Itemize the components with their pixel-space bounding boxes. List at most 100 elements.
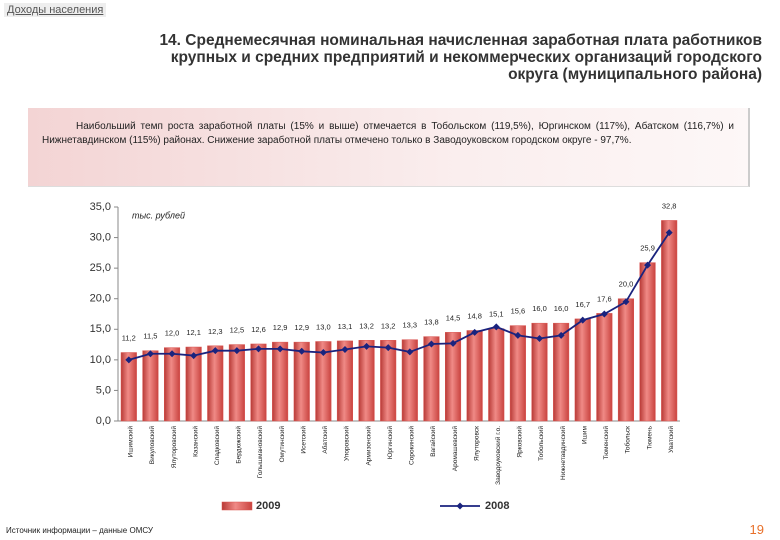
line-marker <box>579 316 587 324</box>
bar <box>142 350 159 422</box>
legend-label: 2009 <box>256 500 280 512</box>
line-marker <box>146 350 154 358</box>
x-tick-label: Голышмановский <box>256 426 264 479</box>
bar <box>293 341 310 422</box>
line-marker <box>406 348 414 356</box>
x-tick-label: Викуловский <box>148 426 156 465</box>
line-marker <box>341 345 349 353</box>
value-label: 11,5 <box>143 332 157 341</box>
line-marker <box>319 349 327 357</box>
value-label: 13,1 <box>338 322 353 331</box>
x-tick-label: Нижнетавдинский <box>559 426 567 480</box>
value-label: 13,2 <box>381 321 396 330</box>
y-tick-label: 0,0 <box>96 415 111 427</box>
line-marker <box>384 344 392 352</box>
bar <box>596 313 613 422</box>
source: Источник информации – данные ОМСУ <box>6 526 153 535</box>
bar <box>336 340 353 422</box>
line-marker <box>471 328 479 336</box>
bar <box>531 322 548 422</box>
value-label: 17,6 <box>597 294 612 303</box>
x-tick-label: Упоровский <box>343 426 351 461</box>
title-line: округа (муниципального района) <box>508 66 762 83</box>
x-tick-label: Сладковский <box>213 426 221 466</box>
x-tick-label: Юргинский <box>386 426 394 459</box>
value-label: 12,6 <box>251 325 266 334</box>
value-label: 12,1 <box>186 328 201 337</box>
bar <box>207 345 224 422</box>
value-label: 12,3 <box>208 327 223 336</box>
value-label: 12,0 <box>165 329 180 338</box>
x-tick-label: Исетский <box>299 426 307 454</box>
page-number: 19 <box>749 522 764 537</box>
line-marker <box>600 310 608 318</box>
bar <box>250 343 267 422</box>
bar <box>272 341 289 422</box>
value-label: 13,3 <box>403 321 418 330</box>
title-line: 14. Среднемесячная номинальная начисленн… <box>159 32 762 49</box>
bar <box>661 220 678 422</box>
x-tick-label: Сорокинский <box>408 426 416 465</box>
bar <box>509 325 526 422</box>
x-tick-label: Омутинский <box>278 426 286 463</box>
value-label: 25,9 <box>640 244 655 253</box>
line-marker <box>363 342 371 350</box>
line-marker <box>427 340 435 348</box>
x-tick-label: Бердюжский <box>235 426 243 464</box>
x-tick-label: Казанский <box>191 426 199 457</box>
x-tick-label: Армизонский <box>364 426 372 466</box>
bar <box>164 347 181 422</box>
y-tick-label: 30,0 <box>90 231 111 243</box>
y-tick-label: 10,0 <box>90 354 111 366</box>
bar <box>423 336 440 422</box>
value-label: 13,0 <box>316 322 331 331</box>
x-tick-label: Вагайский <box>429 426 437 457</box>
bar <box>466 330 483 422</box>
value-label: 11,2 <box>122 334 136 343</box>
value-label: 12,9 <box>273 323 288 332</box>
value-label: 15,6 <box>511 307 526 316</box>
value-label: 16,0 <box>532 304 547 313</box>
value-label: 14,5 <box>446 313 461 322</box>
value-label: 14,8 <box>467 311 482 320</box>
line-marker <box>514 331 522 339</box>
bar <box>639 262 656 422</box>
bar <box>315 341 332 422</box>
line-marker <box>536 334 543 342</box>
x-tick-label: Уватский <box>667 426 675 453</box>
y-tick-label: 20,0 <box>90 293 111 305</box>
line-marker <box>622 298 630 306</box>
x-tick-label: Заводоуковский г.о. <box>494 426 502 485</box>
y-tick-label: 5,0 <box>96 384 111 396</box>
value-label: 16,7 <box>575 300 590 309</box>
value-label: 12,9 <box>294 323 309 332</box>
value-label: 13,8 <box>424 318 439 327</box>
value-label: 32,8 <box>662 201 677 210</box>
x-tick-label: Ишим <box>581 425 588 444</box>
bar <box>358 340 375 422</box>
y-axis-label: тыс. рублей <box>132 210 185 220</box>
line-marker <box>125 356 133 364</box>
bar <box>553 322 570 422</box>
title-line: крупных и средних предприятий и некоммер… <box>170 49 762 66</box>
x-tick-label: Тобольск <box>624 426 632 454</box>
line-marker <box>211 347 219 355</box>
line-marker <box>298 347 306 355</box>
legend-swatch <box>221 501 253 511</box>
y-tick-label: 25,0 <box>90 262 111 274</box>
line-marker <box>557 331 565 339</box>
x-tick-label: Тобольский <box>537 426 545 461</box>
x-tick-label: Аромашевский <box>451 426 459 472</box>
bar <box>445 332 462 422</box>
line-marker <box>168 350 176 358</box>
x-tick-label: Ялуторовский <box>170 426 178 469</box>
line <box>128 232 670 361</box>
line-marker <box>276 345 284 353</box>
value-label: 13,2 <box>359 321 374 330</box>
y-tick-label: 15,0 <box>90 323 111 335</box>
slide-title: 14. Среднемесячная номинальная начисленн… <box>22 32 762 83</box>
x-tick-label: Тюмень <box>646 425 653 449</box>
bar <box>574 318 591 422</box>
